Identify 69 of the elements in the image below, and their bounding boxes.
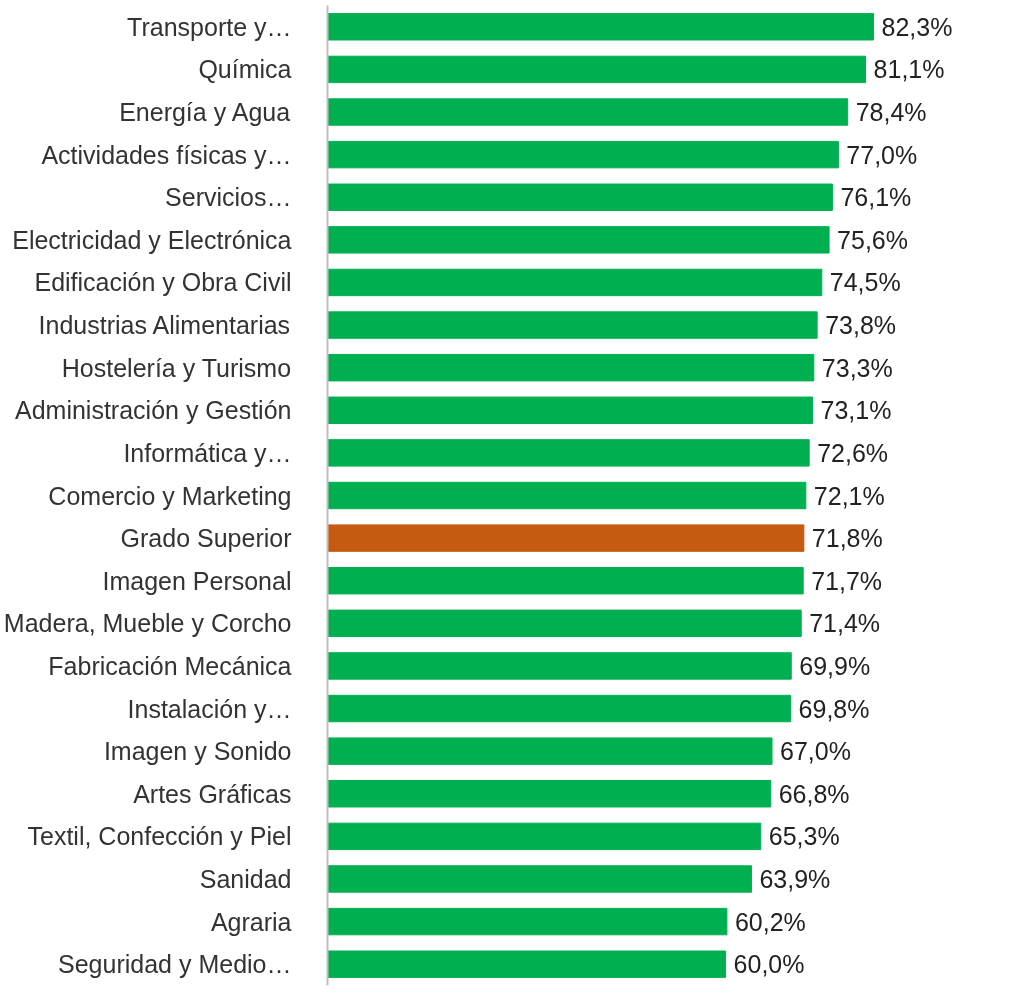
y-tick-label: Informática y… bbox=[123, 438, 292, 467]
data-label: 69,9% bbox=[799, 651, 871, 680]
data-label: 77,0% bbox=[846, 140, 918, 169]
data-label: 71,7% bbox=[811, 566, 883, 595]
bar bbox=[327, 311, 818, 339]
bar bbox=[327, 907, 728, 936]
y-tick-label: Edificación y Obra Civil bbox=[34, 268, 292, 297]
data-label: 67,0% bbox=[780, 737, 851, 766]
y-tick-label: Madera, Mueble y Corcho bbox=[3, 609, 292, 638]
bar bbox=[327, 439, 810, 467]
y-tick-label: Electricidad y Electrónica bbox=[12, 225, 292, 254]
data-label: 71,8% bbox=[811, 524, 883, 553]
data-label: 82,3% bbox=[881, 12, 953, 41]
data-label: 65,3% bbox=[768, 822, 840, 851]
bar bbox=[327, 950, 727, 978]
data-label: 60,2% bbox=[734, 907, 806, 936]
y-tick-label: Energía y Agua bbox=[119, 98, 291, 127]
bar bbox=[327, 481, 807, 510]
bar bbox=[327, 226, 830, 254]
bar bbox=[327, 183, 833, 211]
bar bbox=[327, 13, 875, 41]
data-label: 78,4% bbox=[855, 98, 927, 127]
bar bbox=[327, 780, 772, 808]
data-label: 76,1% bbox=[840, 183, 912, 212]
data-label: 69,8% bbox=[798, 694, 870, 723]
y-tick-label: Industrias Alimentarias bbox=[38, 311, 291, 340]
bar bbox=[327, 268, 823, 297]
bar bbox=[327, 652, 792, 680]
bar bbox=[327, 694, 792, 723]
bar bbox=[327, 98, 849, 126]
y-tick-label: Imagen Personal bbox=[102, 566, 292, 595]
bar bbox=[327, 737, 773, 765]
y-tick-label: Comercio y Marketing bbox=[48, 481, 292, 510]
data-label: 81,1% bbox=[873, 55, 945, 84]
bar bbox=[327, 567, 804, 595]
y-tick-label: Agraria bbox=[210, 907, 292, 936]
bar bbox=[327, 524, 805, 552]
y-tick-label: Grado Superior bbox=[120, 524, 292, 553]
bar bbox=[327, 55, 867, 84]
y-tick-label: Imagen y Sonido bbox=[103, 737, 292, 766]
data-label: 73,1% bbox=[820, 396, 892, 425]
data-label: 66,8% bbox=[778, 779, 850, 808]
y-tick-label: Hostelería y Turismo bbox=[61, 353, 292, 382]
y-tick-label: Textil, Confección y Piel bbox=[27, 822, 292, 851]
y-tick-label: Administración y Gestión bbox=[15, 396, 292, 425]
data-label: 75,6% bbox=[837, 225, 908, 254]
data-label: 72,6% bbox=[817, 438, 889, 467]
bar bbox=[327, 865, 752, 893]
y-tick-label: Seguridad y Medio… bbox=[58, 950, 292, 979]
bar bbox=[327, 396, 813, 424]
data-label: 74,5% bbox=[829, 268, 901, 297]
y-tick-label: Química bbox=[198, 55, 292, 84]
y-tick-label: Fabricación Mecánica bbox=[48, 651, 292, 680]
y-tick-label: Actividades físicas y… bbox=[41, 140, 292, 169]
data-label: 60,0% bbox=[733, 950, 805, 979]
bar bbox=[327, 609, 802, 638]
y-tick-label: Servicios… bbox=[165, 183, 292, 212]
bar bbox=[327, 140, 839, 169]
y-tick-label: Transporte y… bbox=[127, 12, 292, 41]
data-label: 73,3% bbox=[821, 353, 893, 382]
y-tick-label: Sanidad bbox=[199, 864, 292, 893]
data-label: 72,1% bbox=[813, 481, 885, 510]
y-tick-label: Instalación y… bbox=[127, 694, 292, 723]
bar bbox=[327, 822, 762, 851]
data-label: 73,8% bbox=[825, 311, 897, 340]
bar bbox=[327, 353, 815, 382]
y-tick-label: Artes Gráficas bbox=[133, 779, 292, 808]
data-label: 63,9% bbox=[759, 864, 831, 893]
data-label: 71,4% bbox=[809, 609, 881, 638]
